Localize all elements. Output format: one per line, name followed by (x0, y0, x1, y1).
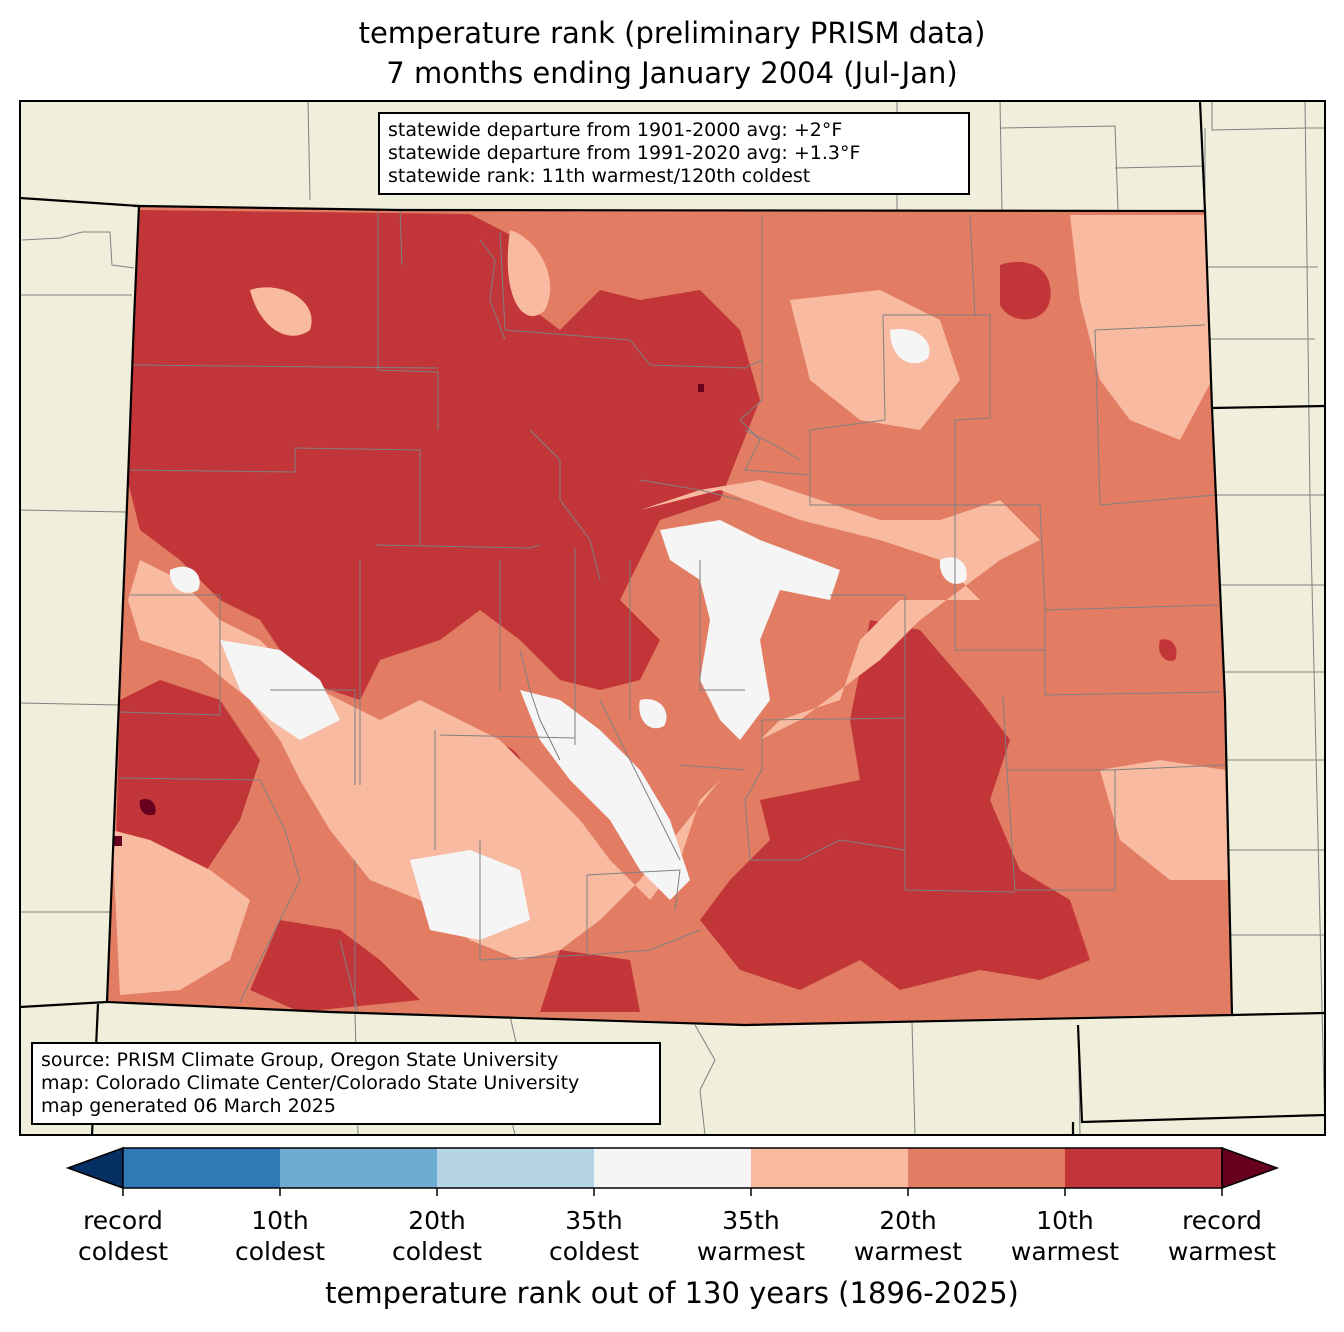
source-box: source: PRISM Climate Group, Oregon Stat… (31, 1042, 661, 1125)
colorbar-tick-label: 35th warmest (696, 1206, 806, 1266)
colorbar-label: temperature rank out of 130 years (1896-… (325, 1276, 1019, 1310)
colorbar-over-arrow (1221, 1146, 1280, 1190)
stats-line-1991-2020: statewide departure from 1991-2020 avg: … (388, 142, 861, 164)
colorbar-bin-10th-record-warmest (1065, 1148, 1222, 1188)
colorbar-tick-label: 10th warmest (1010, 1206, 1120, 1266)
colorbar-tick-label: 10th coldest (234, 1206, 326, 1266)
source-line-generated: map generated 06 March 2025 (41, 1095, 336, 1117)
colorado-county-lines (119, 209, 1226, 1013)
map-frame (19, 100, 1326, 1136)
colorbar-bin-near-normal (594, 1148, 751, 1188)
colorbar-bin-20th-35th-coldest (437, 1148, 594, 1188)
colorbar-tick-label: record warmest (1167, 1206, 1277, 1266)
colorbar (65, 1146, 1280, 1196)
statewide-stats-box: statewide departure from 1901-2000 avg: … (378, 112, 970, 195)
colorbar-tick-label: 35th coldest (548, 1206, 640, 1266)
source-line-map: map: Colorado Climate Center/Colorado St… (41, 1072, 580, 1094)
colorbar-tick-label: record coldest (77, 1206, 169, 1266)
colorbar-bin-35th-20th-warmest (751, 1148, 908, 1188)
map-title-line1: temperature rank (preliminary PRISM data… (358, 16, 986, 50)
colorbar-under-arrow (65, 1146, 124, 1190)
near-normal-regions (169, 329, 967, 940)
source-line-prism: source: PRISM Climate Group, Oregon Stat… (41, 1049, 559, 1071)
colorbar-tick-label: 20th warmest (853, 1206, 963, 1266)
colorbar-bin-record-10th-coldest (123, 1148, 280, 1188)
colorbar-ticks (122, 1188, 1223, 1196)
colorbar-tick-label: 20th coldest (391, 1206, 483, 1266)
map-title-line2: 7 months ending January 2004 (Jul-Jan) (386, 56, 958, 90)
colorbar-outline (122, 1147, 1223, 1189)
colorbar-bin-20th-10th-warmest (908, 1148, 1065, 1188)
stats-line-rank: statewide rank: 11th warmest/120th colde… (388, 165, 811, 187)
stats-line-1901-2000: statewide departure from 1901-2000 avg: … (388, 119, 843, 141)
colorbar-bin-10th-20th-coldest (280, 1148, 437, 1188)
record-warmest-spots (114, 384, 704, 846)
